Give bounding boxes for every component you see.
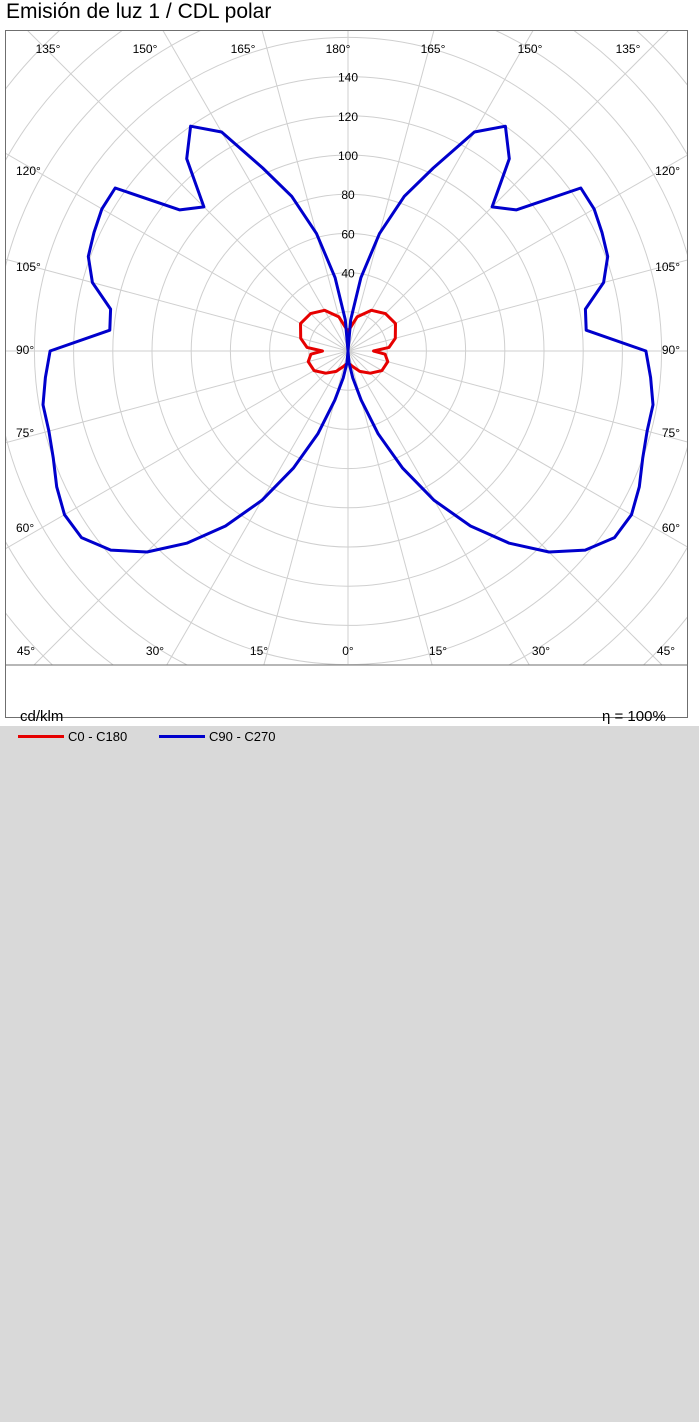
legend-item-c90: C90 - C270 [159, 729, 276, 744]
angle-label-bottom: 30° [532, 644, 550, 658]
grid-circle [6, 31, 687, 717]
angle-label-right: 105° [655, 260, 680, 274]
angle-label-bottom: 0° [342, 644, 354, 658]
angle-label-top: 135° [616, 42, 641, 56]
radial-tick-label: 40 [341, 267, 355, 281]
angle-label-right: 90° [662, 343, 680, 357]
angle-label-bottom: 45° [17, 644, 35, 658]
chart-title: Emisión de luz 1 / CDL polar [6, 0, 272, 23]
chart-frame: 40 60 80 100 120 140 135° 150° 165° 180° 165° 150° 1… [5, 30, 688, 744]
angle-label-bottom: 15° [250, 644, 268, 658]
grid-circle [6, 31, 687, 665]
grid-circle [6, 31, 687, 717]
legend-swatch-c90 [159, 735, 205, 739]
grid-spoke [6, 152, 687, 548]
grid-spoke [166, 31, 534, 665]
angle-label-left: 105° [16, 260, 41, 274]
grid-circle [6, 31, 687, 717]
angle-label-bottom: 15° [429, 644, 447, 658]
grid-spoke [162, 31, 530, 665]
grid-circle [6, 31, 687, 717]
angle-label-top: 180° [326, 42, 351, 56]
angle-label-top: 165° [421, 42, 446, 56]
legend-swatch-c0 [18, 735, 64, 739]
grid-spoke [33, 31, 669, 665]
legend-item-c0: C0 - C180 [18, 729, 128, 744]
legend-label-c0: C0 - C180 [68, 729, 128, 744]
curve-c90-c270 [41, 124, 655, 554]
radial-tick-label: 120 [338, 110, 358, 124]
grid-spoke [27, 31, 663, 665]
polar-grid [6, 31, 687, 717]
radial-tick-label: 100 [338, 149, 358, 163]
angle-label-top: 135° [36, 42, 61, 56]
unit-label: cd/klm [20, 708, 64, 725]
angle-label-bottom: 45° [657, 644, 675, 658]
polar-chart: 40 60 80 100 120 140 135° 150° 165° 180° 165° 150° 1… [6, 31, 687, 717]
angle-label-top: 150° [518, 42, 543, 56]
angle-label-left: 60° [16, 521, 34, 535]
grid-spoke [6, 154, 687, 550]
angle-label-left: 75° [16, 426, 34, 440]
curve-c0-c180 [299, 308, 397, 375]
radial-tick-label: 140 [338, 71, 358, 85]
legend-label-c90: C90 - C270 [209, 729, 276, 744]
efficiency-label: η = 100% [602, 708, 666, 725]
angle-label-top: 150° [133, 42, 158, 56]
grid-circle [6, 31, 687, 717]
angle-label-left: 90° [16, 343, 34, 357]
angle-label-right: 120° [655, 164, 680, 178]
chart-panel: Emisión de luz 1 / CDL polar 40 60 80 100 12… [0, 0, 699, 744]
angle-label-top: 165° [231, 42, 256, 56]
angle-label-bottom: 30° [146, 644, 164, 658]
radial-tick-label: 80 [341, 188, 355, 202]
angle-label-right: 75° [662, 426, 680, 440]
angle-label-right: 60° [662, 521, 680, 535]
radial-tick-label: 60 [341, 227, 355, 241]
angle-label-left: 120° [16, 164, 41, 178]
grid-circle [6, 31, 687, 665]
curves [41, 124, 655, 554]
